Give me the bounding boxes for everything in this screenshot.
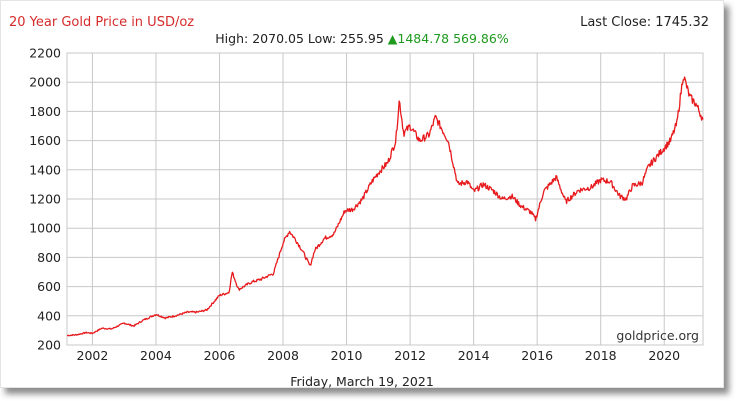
x-tick-label: 2008 xyxy=(267,348,299,363)
y-tick-label: 2200 xyxy=(29,46,61,61)
gold-price-chart: 200 400 600 800 1000 1200 1400 1600 1800 2000 2200… xyxy=(29,46,704,363)
y-tick-label: 400 xyxy=(37,308,61,323)
gold-price-line xyxy=(66,76,704,337)
x-tick-label: 2004 xyxy=(140,348,172,363)
x-tick-label: 2002 xyxy=(77,348,109,363)
y-tick-label: 1800 xyxy=(29,104,61,119)
y-tick-label: 2000 xyxy=(29,75,61,90)
y-tick-label: 1000 xyxy=(29,221,61,236)
price-stats: High: 2070.05 Low: 255.95 ▲1484.78 569.8… xyxy=(1,31,723,46)
change-percent: 569.86% xyxy=(453,31,509,46)
x-axis-ticks: 2002 2004 2006 2008 2010 2012 2014 2016 2018 2020 xyxy=(77,348,681,363)
chart-title: 20 Year Gold Price in USD/oz xyxy=(9,15,195,30)
x-tick-label: 2010 xyxy=(331,348,363,363)
y-tick-label: 1200 xyxy=(29,192,61,207)
low-label: Low: xyxy=(307,31,337,46)
y-tick-label: 200 xyxy=(37,338,61,353)
x-tick-label: 2016 xyxy=(521,348,553,363)
y-tick-label: 1400 xyxy=(29,162,61,177)
x-tick-label: 2014 xyxy=(458,348,490,363)
y-tick-label: 800 xyxy=(37,250,61,265)
high-label: High: xyxy=(215,31,249,46)
low-value: 255.95 xyxy=(340,31,384,46)
grid-lines xyxy=(67,52,703,346)
series-layer xyxy=(66,76,704,337)
last-close-label: Last Close: 1745.32 xyxy=(580,15,709,30)
y-axis-ticks: 200 400 600 800 1000 1200 1400 1600 1800 2000 2200 xyxy=(29,46,61,353)
x-tick-label: 2012 xyxy=(394,348,426,363)
x-tick-label: 2018 xyxy=(585,348,617,363)
y-tick-label: 1600 xyxy=(29,133,61,148)
chart-card: 20 Year Gold Price in USD/oz Last Close:… xyxy=(0,0,724,389)
watermark: goldprice.org xyxy=(616,328,699,343)
x-tick-label: 2006 xyxy=(204,348,236,363)
high-value: 2070.05 xyxy=(252,31,304,46)
y-tick-label: 600 xyxy=(37,279,61,294)
change-value: 1484.78 xyxy=(397,31,450,46)
x-tick-label: 2020 xyxy=(648,348,680,363)
chart-date: Friday, March 19, 2021 xyxy=(290,374,434,389)
up-arrow-icon: ▲ xyxy=(387,31,398,46)
